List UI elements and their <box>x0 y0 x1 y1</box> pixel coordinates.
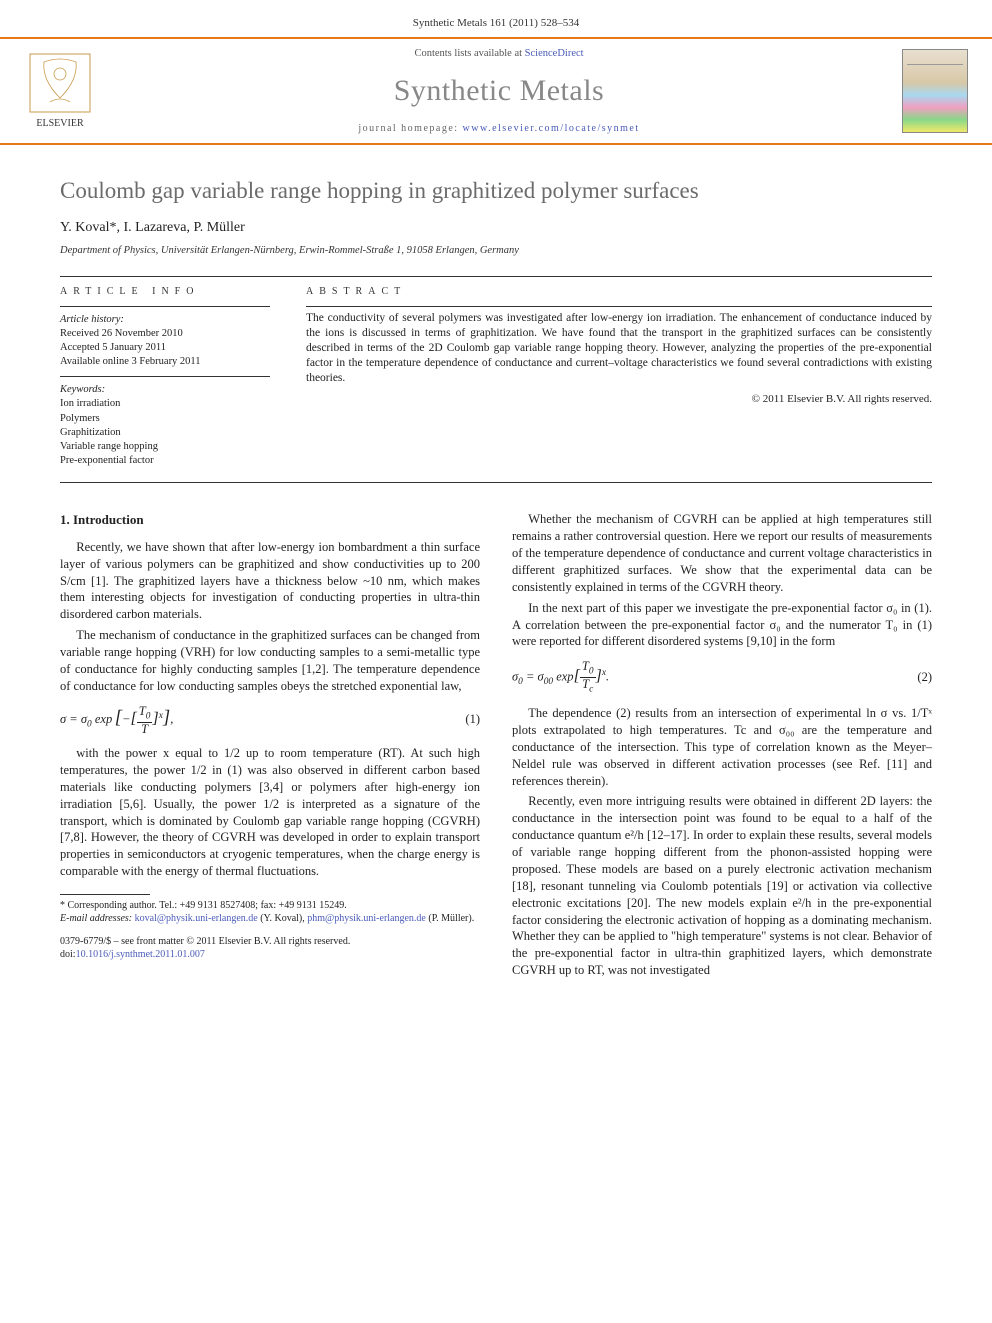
email-addresses: E-mail addresses: koval@physik.uni-erlan… <box>60 912 480 925</box>
footnote-rule <box>60 894 150 895</box>
running-head: Synthetic Metals 161 (2011) 528–534 <box>0 0 992 37</box>
email-muller[interactable]: phm@physik.uni-erlangen.de <box>307 913 426 924</box>
keywords-label: Keywords: <box>60 383 270 397</box>
paragraph-1: Recently, we have shown that after low-e… <box>60 539 480 623</box>
issn-line: 0379-6779/$ – see front matter © 2011 El… <box>60 935 480 948</box>
issn-block: 0379-6779/$ – see front matter © 2011 El… <box>60 935 480 961</box>
paragraph-5: In the next part of this paper we invest… <box>512 600 932 651</box>
elsevier-logo: ELSEVIER <box>24 50 96 132</box>
corresponding-author: * Corresponding author. Tel.: +49 9131 8… <box>60 899 480 912</box>
history-text: Received 26 November 2010 Accepted 5 Jan… <box>60 327 270 368</box>
paragraph-3: with the power x equal to 1/2 up to room… <box>60 745 480 880</box>
article-history: Article history: Received 26 November 20… <box>60 313 270 368</box>
authors: Y. Koval*, I. Lazareva, P. Müller <box>60 219 932 238</box>
info-rule-2 <box>60 376 270 377</box>
email-koval[interactable]: koval@physik.uni-erlangen.de <box>135 913 258 924</box>
contents-prefix: Contents lists available at <box>414 48 524 59</box>
section-1-heading: 1. Introduction <box>60 511 480 529</box>
banner-center: Contents lists available at ScienceDirec… <box>114 47 884 135</box>
article-info-heading: ARTICLE INFO <box>60 281 270 303</box>
homepage-url[interactable]: www.elsevier.com/locate/synmet <box>463 123 640 134</box>
eq2-number: (2) <box>917 669 932 686</box>
journal-banner: ELSEVIER Contents lists available at Sci… <box>0 37 992 145</box>
rule-top <box>60 276 932 277</box>
doi-label: doi: <box>60 949 76 960</box>
svg-text:ELSEVIER: ELSEVIER <box>36 118 84 129</box>
abstract-copyright: © 2011 Elsevier B.V. All rights reserved… <box>306 392 932 407</box>
email1-who: (Y. Koval), <box>258 913 305 924</box>
rule-bottom <box>60 482 932 483</box>
eq2-expr: σ0 = σ00 exp[T0Tc]x. <box>512 660 609 695</box>
paragraph-4: Whether the mechanism of CGVRH can be ap… <box>512 511 932 595</box>
contents-available: Contents lists available at ScienceDirec… <box>114 47 884 61</box>
abs-rule-1 <box>306 306 932 307</box>
article-title: Coulomb gap variable range hopping in gr… <box>60 177 932 205</box>
email2-who: (P. Müller). <box>426 913 474 924</box>
history-label: Article history: <box>60 313 270 327</box>
homepage-label: journal homepage: <box>358 123 462 134</box>
paragraph-6: The dependence (2) results from an inter… <box>512 705 932 789</box>
info-rule-1 <box>60 306 270 307</box>
body-text: 1. Introduction Recently, we have shown … <box>60 511 932 979</box>
paragraph-7: Recently, even more intriguing results w… <box>512 793 932 979</box>
eq1-expr: σ = σ0 exp [−[T0T]x], <box>60 705 173 735</box>
abstract-text: The conductivity of several polymers was… <box>306 311 932 386</box>
journal-name: Synthetic Metals <box>114 61 884 122</box>
eq1-number: (1) <box>465 711 480 728</box>
journal-homepage: journal homepage: www.elsevier.com/locat… <box>114 122 884 136</box>
info-abstract-row: ARTICLE INFO Article history: Received 2… <box>60 281 932 477</box>
equation-1: σ = σ0 exp [−[T0T]x], (1) <box>60 705 480 735</box>
abstract-heading: ABSTRACT <box>306 281 932 303</box>
sciencedirect-link[interactable]: ScienceDirect <box>525 48 584 59</box>
article-info-column: ARTICLE INFO Article history: Received 2… <box>60 281 270 477</box>
doi-link[interactable]: 10.1016/j.synthmet.2011.01.007 <box>76 949 205 960</box>
paragraph-2: The mechanism of conductance in the grap… <box>60 627 480 695</box>
equation-2: σ0 = σ00 exp[T0Tc]x. (2) <box>512 660 932 695</box>
email-label: E-mail addresses: <box>60 913 135 924</box>
affiliation: Department of Physics, Universität Erlan… <box>60 244 932 258</box>
keywords-list: Ion irradiation Polymers Graphitization … <box>60 397 270 468</box>
keywords-block: Keywords: Ion irradiation Polymers Graph… <box>60 383 270 468</box>
article-content: Coulomb gap variable range hopping in gr… <box>0 145 992 999</box>
journal-cover-thumbnail <box>902 49 968 133</box>
abstract-column: ABSTRACT The conductivity of several pol… <box>306 281 932 477</box>
